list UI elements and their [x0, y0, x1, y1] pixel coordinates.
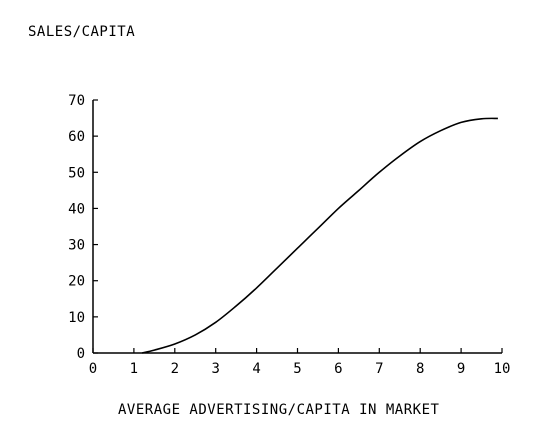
- sales-curve: [142, 118, 498, 353]
- x-tick-label: 2: [171, 361, 179, 377]
- x-tick-label: 7: [375, 361, 383, 377]
- x-tick-label: 3: [211, 361, 219, 377]
- y-tick-label: 40: [68, 201, 85, 217]
- y-tick-label: 50: [68, 165, 85, 181]
- x-tick-label: 5: [293, 361, 301, 377]
- y-tick-label: 60: [68, 129, 85, 145]
- y-tick-label: 10: [68, 310, 85, 326]
- x-tick-label: 10: [494, 361, 511, 377]
- y-tick-label: 20: [68, 274, 85, 290]
- y-tick-label: 30: [68, 238, 85, 254]
- x-axis-title: AVERAGE ADVERTISING/CAPITA IN MARKET: [118, 402, 440, 418]
- x-tick-label: 0: [89, 361, 97, 377]
- x-tick-label: 4: [252, 361, 260, 377]
- x-tick-label: 1: [130, 361, 138, 377]
- y-tick-label: 70: [68, 93, 85, 109]
- y-axis-title: SALES/CAPITA: [28, 24, 135, 40]
- x-tick-label: 8: [416, 361, 424, 377]
- x-tick-label: 6: [334, 361, 342, 377]
- x-tick-label: 9: [457, 361, 465, 377]
- y-tick-label: 0: [77, 346, 85, 362]
